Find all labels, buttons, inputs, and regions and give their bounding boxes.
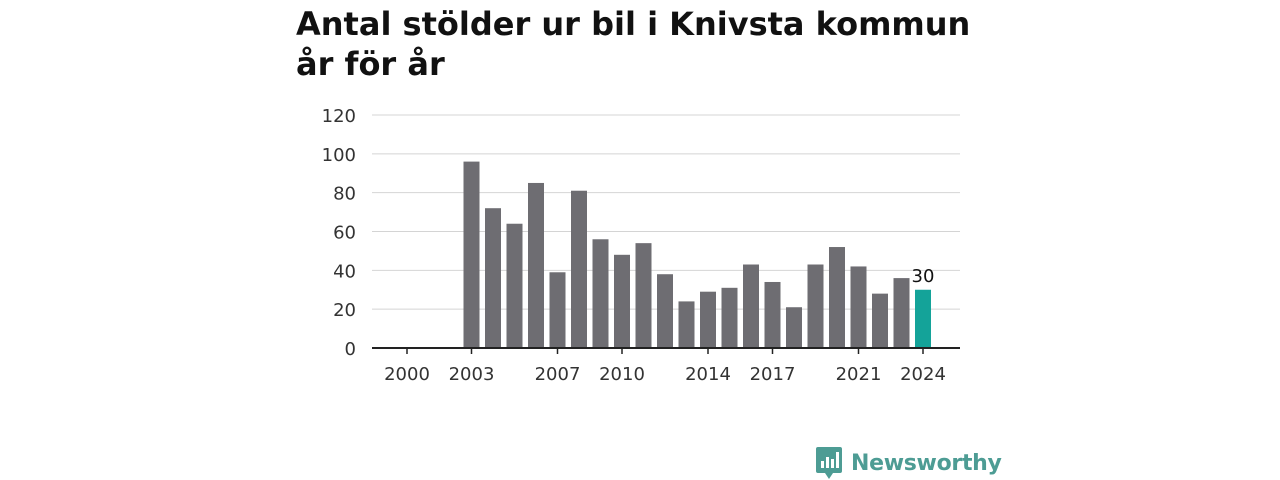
bar-2012 xyxy=(657,274,673,348)
bar-2022 xyxy=(872,293,888,348)
bar-2008 xyxy=(571,190,587,348)
bar-2015 xyxy=(721,287,738,348)
bars xyxy=(463,161,931,348)
bar-2016 xyxy=(743,264,759,348)
bar-value-label: 30 xyxy=(912,266,935,287)
bar-2004 xyxy=(485,208,501,348)
y-tick-label: 0 xyxy=(345,339,356,360)
bar-2017 xyxy=(764,281,781,348)
newsworthy-logo: Newsworthy xyxy=(815,446,1002,480)
chart-title: Antal stölder ur bil i Knivsta kommun år… xyxy=(296,5,971,83)
x-tick-label: 2003 xyxy=(449,364,495,385)
bar-2003 xyxy=(463,161,480,348)
bar-2019 xyxy=(807,264,824,348)
bar-2020 xyxy=(829,247,845,348)
bar-2010 xyxy=(614,254,630,348)
x-tick-label: 2014 xyxy=(685,364,731,385)
y-tick-label: 20 xyxy=(333,300,356,321)
bar-2009 xyxy=(592,239,609,348)
bar-2014 xyxy=(700,291,716,348)
y-axis-tick-labels: 0 20 40 60 80 100 120 xyxy=(322,106,356,360)
data-labels: 30 xyxy=(912,266,935,287)
bar-2013 xyxy=(678,301,695,348)
bar-2011 xyxy=(635,243,652,348)
y-tick-label: 40 xyxy=(333,261,356,282)
y-tick-label: 60 xyxy=(333,223,356,244)
x-tick-label: 2000 xyxy=(384,364,430,385)
x-tick-label: 2010 xyxy=(599,364,645,385)
bar-2021 xyxy=(850,266,867,348)
bar-2006 xyxy=(528,182,544,348)
bar-2007 xyxy=(549,272,566,348)
x-tick-label: 2024 xyxy=(900,364,946,385)
brand-name: Newsworthy xyxy=(851,450,1002,476)
x-tick-label: 2021 xyxy=(836,364,882,385)
x-tick-label: 2007 xyxy=(535,364,581,385)
y-tick-label: 120 xyxy=(322,106,356,127)
y-tick-label: 100 xyxy=(322,145,356,166)
bar-2023 xyxy=(893,278,910,348)
bar-2024 xyxy=(915,289,931,348)
x-axis: 2000 2003 2007 2010 2014 2017 2021 2024 xyxy=(372,347,960,385)
x-tick-label: 2017 xyxy=(750,364,796,385)
bar-2018 xyxy=(786,307,802,348)
y-tick-label: 80 xyxy=(333,184,356,205)
newsworthy-logo-icon xyxy=(816,447,842,479)
bar-2005 xyxy=(506,223,523,348)
